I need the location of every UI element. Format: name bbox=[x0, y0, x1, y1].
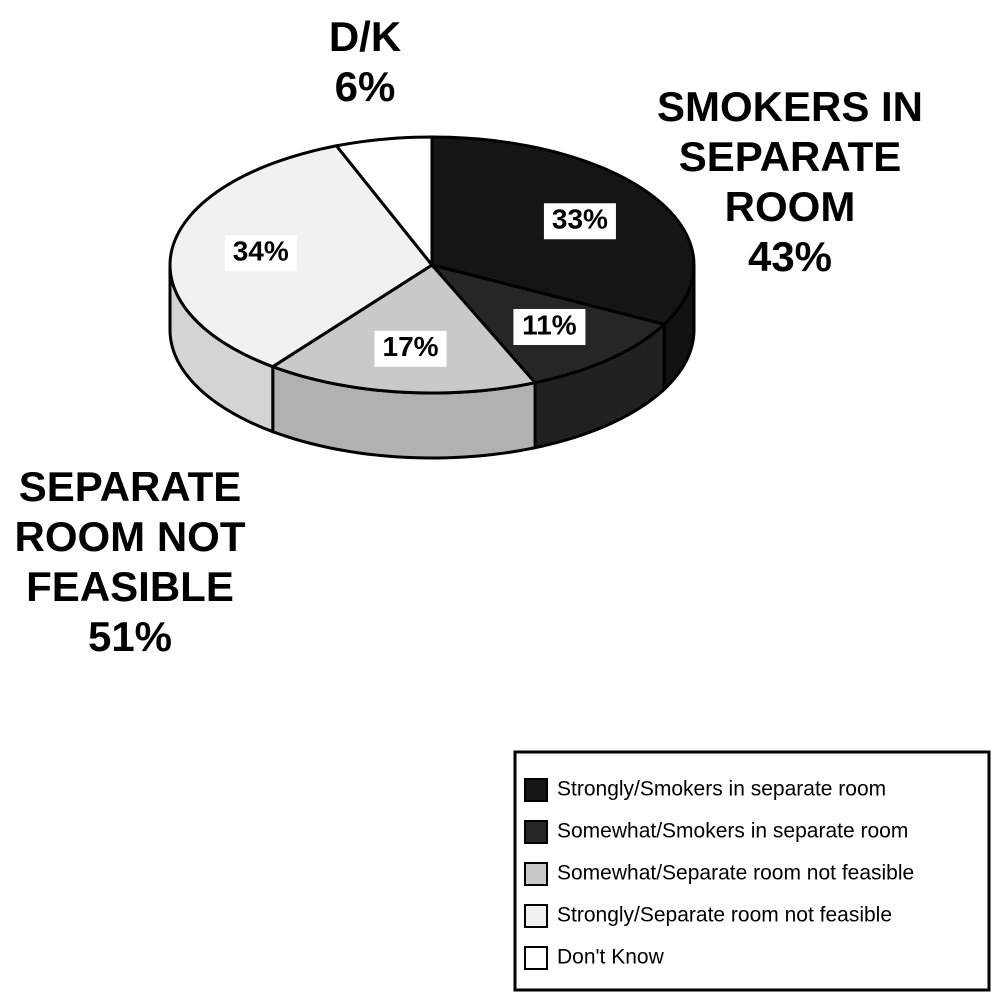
legend-label: Somewhat/Smokers in separate room bbox=[557, 820, 908, 843]
group-label: FEASIBLE bbox=[26, 563, 234, 610]
group-label: SMOKERS IN bbox=[657, 83, 923, 130]
group-label: ROOM bbox=[725, 183, 856, 230]
pie-slice bbox=[168, 144, 435, 369]
legend-label: Don't Know bbox=[557, 946, 665, 969]
legend-swatch bbox=[524, 904, 548, 928]
label-box bbox=[513, 309, 586, 346]
group-value: 51% bbox=[88, 613, 172, 660]
pie-slice bbox=[269, 263, 538, 395]
label-box bbox=[374, 330, 447, 367]
group-label: D/K bbox=[329, 13, 401, 60]
label-box bbox=[543, 203, 616, 240]
pie-slice bbox=[333, 135, 434, 270]
slice-label: 17% bbox=[383, 331, 439, 362]
group-label: SEPARATE bbox=[19, 463, 241, 510]
legend-label: Somewhat/Separate room not feasible bbox=[557, 862, 914, 885]
legend-swatch bbox=[524, 778, 548, 802]
legend-swatch bbox=[524, 862, 548, 886]
legend-swatch bbox=[524, 820, 548, 844]
slice-label: 33% bbox=[552, 204, 608, 235]
group-value: 43% bbox=[748, 233, 832, 280]
slice-label: 34% bbox=[233, 236, 289, 267]
legend-label: Strongly/Smokers in separate room bbox=[557, 778, 886, 801]
legend-swatch bbox=[524, 946, 548, 970]
label-box bbox=[224, 235, 297, 272]
group-label: SEPARATE bbox=[679, 133, 901, 180]
group-label: ROOM NOT bbox=[15, 513, 246, 560]
legend-label: Strongly/Separate room not feasible bbox=[557, 904, 892, 927]
group-value: 6% bbox=[335, 63, 396, 110]
legend-box bbox=[513, 750, 991, 992]
slice-label: 11% bbox=[522, 309, 577, 340]
